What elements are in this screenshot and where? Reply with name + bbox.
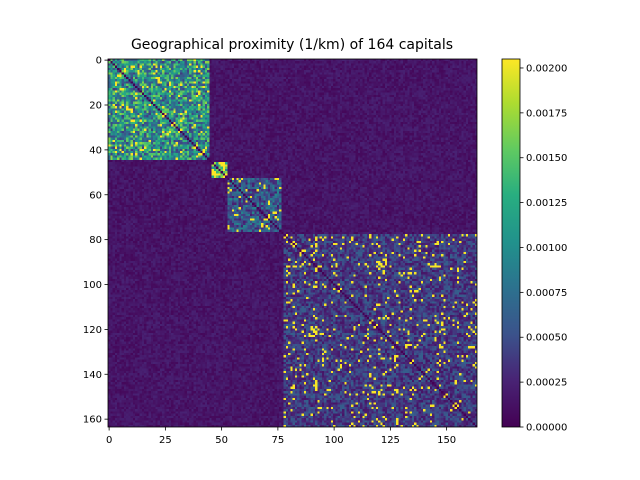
x-tick-label: 25 xyxy=(159,435,172,446)
y-tick-label: 20 xyxy=(89,101,102,112)
colorbar-tick-label: 0.00025 xyxy=(526,378,567,389)
y-tick-label: 100 xyxy=(83,280,102,291)
colorbar-tick-label: 0.00175 xyxy=(526,108,567,119)
chart-title: Geographical proximity (1/km) of 164 cap… xyxy=(131,37,453,53)
x-tick-label: 50 xyxy=(215,435,228,446)
plot-frame xyxy=(107,58,478,428)
y-tick-label: 120 xyxy=(83,325,102,336)
y-tick-label: 60 xyxy=(89,190,102,201)
y-tick-label: 40 xyxy=(89,145,102,156)
y-tick-label: 0 xyxy=(96,56,102,67)
heatmap-image xyxy=(108,59,477,427)
x-tick-label: 75 xyxy=(272,435,285,446)
colorbar-tick-label: 0.00000 xyxy=(526,423,567,434)
colorbar-tick-label: 0.00150 xyxy=(526,153,567,164)
x-tick-label: 125 xyxy=(381,435,400,446)
colorbar-axis: 0.00000 0.00025 0.00050 0.00075 0.00100 0.001… xyxy=(520,63,567,434)
y-tick-label: 160 xyxy=(83,415,102,426)
x-axis: 0 25 50 75 100 125 150 xyxy=(106,427,456,446)
colorbar-tick-label: 0.00050 xyxy=(526,333,567,344)
x-tick-label: 100 xyxy=(325,435,344,446)
y-tick-label: 140 xyxy=(83,370,102,381)
y-tick-label: 80 xyxy=(89,235,102,246)
colorbar-tick-label: 0.00200 xyxy=(526,63,567,74)
colorbar-tick-label: 0.00100 xyxy=(526,243,567,254)
colorbar-tick-label: 0.00125 xyxy=(526,198,567,209)
x-tick-label: 0 xyxy=(106,435,112,446)
x-tick-label: 150 xyxy=(437,435,456,446)
colorbar-tick-label: 0.00075 xyxy=(526,288,567,299)
y-axis: 0 20 40 60 80 100 120 140 160 xyxy=(83,56,108,426)
colorbar xyxy=(501,58,521,428)
